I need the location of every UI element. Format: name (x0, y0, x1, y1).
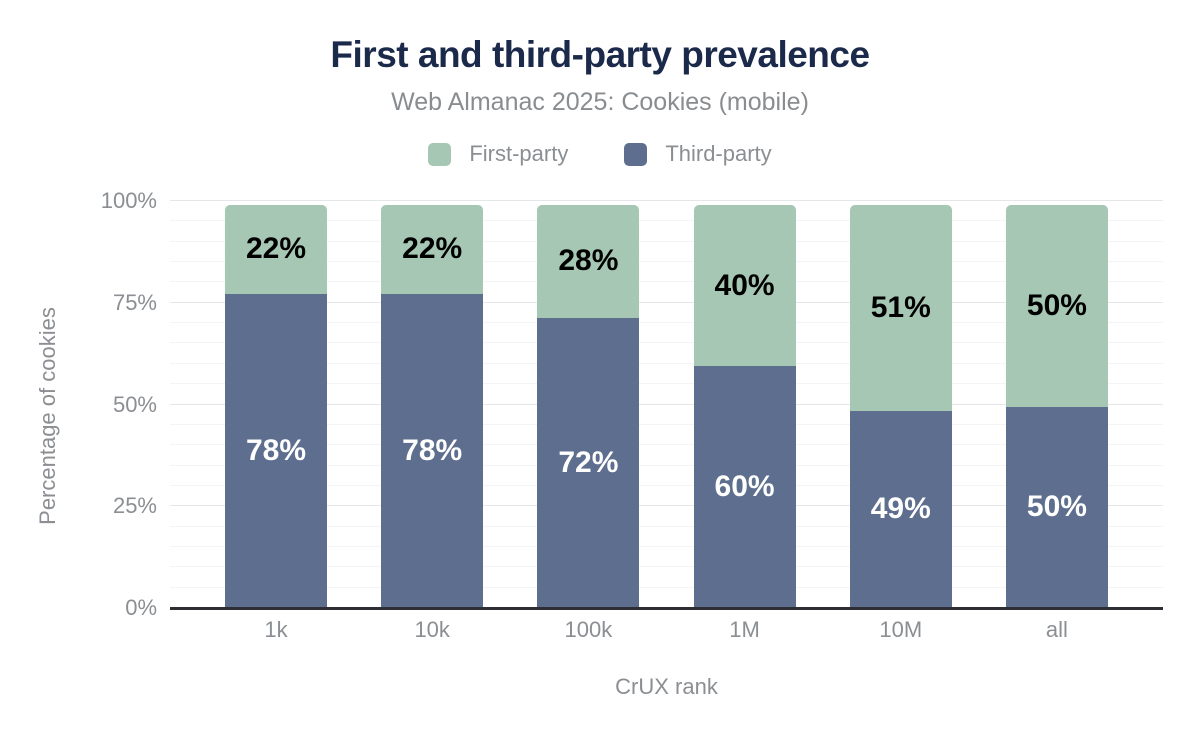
gridline-minor (170, 464, 1163, 466)
gridline-minor (170, 240, 1163, 242)
bar-segment-third-party: 72% (537, 317, 640, 608)
bar-100k: 28% 72% (537, 205, 640, 608)
legend-item-third-party: Third-party (624, 141, 772, 167)
x-axis-title: CrUX rank (615, 674, 718, 699)
y-tick-label: 50% (112, 391, 157, 417)
bar-1M: 40% 60% (693, 205, 796, 608)
bar-segment-first-party: 28% (537, 205, 640, 318)
bar-1k: 22% 78% (225, 205, 327, 608)
legend-label: Third-party (665, 141, 772, 166)
segment-value-label: 22% (402, 232, 463, 266)
bar-segment-first-party: 40% (693, 205, 796, 367)
gridline-minor (170, 423, 1163, 425)
gridline-minor (170, 261, 1163, 263)
gridline-major (170, 403, 1163, 405)
gridline-major (170, 505, 1163, 507)
gridline-minor (170, 322, 1163, 324)
x-tick-label: 1M (729, 617, 760, 642)
gridline-major (170, 301, 1163, 303)
x-tick-label: all (1045, 617, 1068, 642)
gridline-minor (170, 220, 1163, 222)
gridline-major (170, 200, 1163, 201)
gridline-minor (170, 545, 1163, 547)
legend-item-first-party: First-party (428, 141, 568, 167)
x-tick-label: 10k (414, 617, 450, 642)
segment-value-label: 49% (870, 492, 931, 526)
plot-bars: 22% 78% 22% 78% 28% 72% 40% 60% 51% 49% 50% 50% (170, 205, 1163, 608)
x-axis-line (170, 607, 1163, 610)
bar-segment-third-party: 50% (1005, 406, 1108, 608)
gridline-minor (170, 362, 1163, 364)
bar-segment-third-party: 78% (225, 293, 327, 608)
chart-subtitle: Web Almanac 2025: Cookies (mobile) (391, 88, 809, 116)
legend-swatch-icon (624, 142, 648, 166)
y-tick-label: 0% (125, 595, 157, 620)
segment-value-label: 40% (714, 268, 775, 302)
segment-value-label: 72% (558, 445, 619, 479)
legend-label: First-party (469, 141, 569, 166)
segment-value-label: 22% (245, 232, 307, 266)
gridline-minor (170, 342, 1163, 344)
bar-segment-first-party: 22% (225, 205, 327, 294)
y-tick-label: 25% (112, 493, 157, 519)
x-tick-label: 100k (564, 617, 613, 642)
bar-10k: 22% 78% (381, 205, 484, 608)
y-tick-label: 75% (112, 289, 157, 315)
gridline-minor (170, 383, 1163, 385)
segment-value-label: 78% (245, 433, 307, 467)
segment-value-label: 50% (1026, 490, 1087, 524)
gridline-minor (170, 444, 1163, 446)
segment-value-label: 60% (714, 470, 775, 504)
x-axis-tick-labels: 1k 10k 100k 1M 10M all (170, 617, 1163, 643)
segment-value-label: 50% (1026, 288, 1087, 322)
bar-segment-third-party: 49% (849, 410, 952, 608)
bar-all: 50% 50% (1005, 205, 1108, 608)
legend-swatch-icon (428, 142, 452, 166)
bar-segment-first-party: 50% (1005, 205, 1108, 407)
segment-value-label: 28% (558, 244, 619, 278)
x-tick-label: 10M (879, 617, 923, 642)
segment-value-label: 78% (402, 433, 463, 467)
chart-legend: First-party Third-party (0, 141, 1200, 167)
y-tick-label: 100% (100, 188, 157, 213)
y-axis-tick-labels: 0% 25% 50% 75% 100% (0, 0, 157, 742)
gridline-minor (170, 525, 1163, 527)
bar-10M: 51% 49% (849, 205, 952, 608)
bar-segment-first-party: 22% (381, 205, 484, 294)
plot-gridlines (170, 200, 1163, 608)
x-tick-label: 1k (264, 617, 288, 642)
gridline-minor (170, 586, 1163, 588)
gridline-minor (170, 484, 1163, 486)
gridline-minor (170, 281, 1163, 283)
bar-segment-first-party: 51% (849, 205, 952, 411)
chart-title: First and third-party prevalence (330, 34, 870, 75)
gridline-minor (170, 566, 1163, 568)
segment-value-label: 51% (870, 290, 931, 324)
bar-segment-third-party: 78% (381, 293, 484, 608)
bar-segment-third-party: 60% (693, 366, 796, 608)
